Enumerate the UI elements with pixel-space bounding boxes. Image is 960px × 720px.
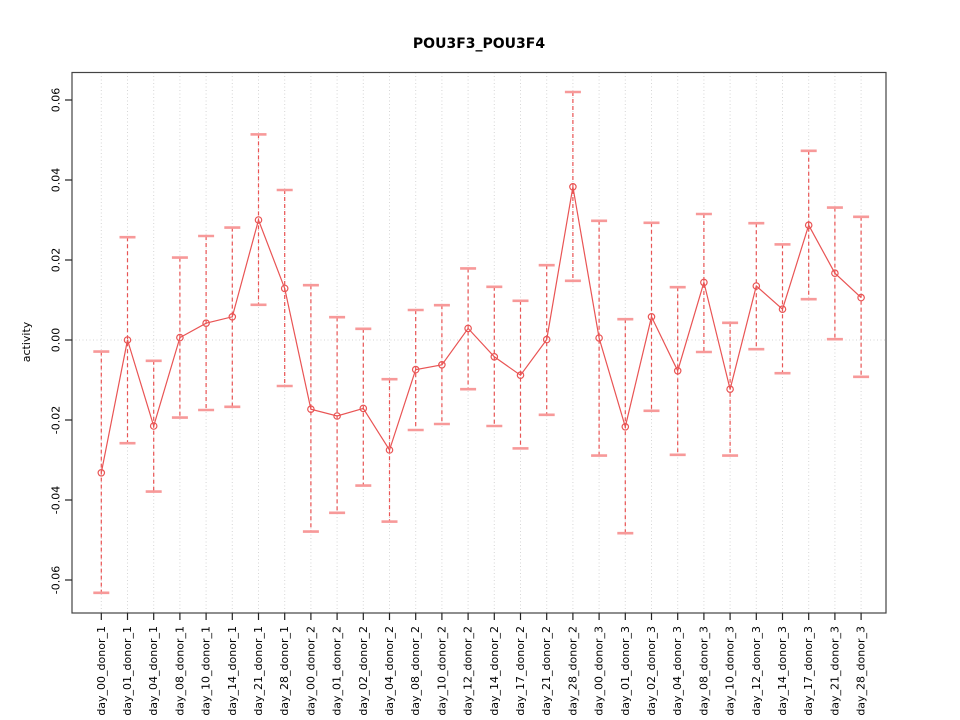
data-point <box>176 333 184 342</box>
data-point <box>726 385 734 394</box>
data-point <box>621 422 630 431</box>
data-point <box>307 405 315 414</box>
x-tick-label: day_04_donor_1 <box>147 626 160 716</box>
x-tick-label: day_04_donor_2 <box>383 626 396 716</box>
x-tick-label: day_08_donor_3 <box>697 626 710 716</box>
x-tick-label: day_17_donor_3 <box>802 626 815 716</box>
plot-box <box>71 71 887 614</box>
data-point <box>123 336 132 344</box>
x-tick-label: day_14_donor_3 <box>776 626 789 716</box>
data-point <box>778 305 787 314</box>
data-point <box>359 404 368 413</box>
data-point <box>490 352 499 361</box>
x-tick-label: day_10_donor_2 <box>435 626 448 716</box>
x-tick-label: day_01_donor_1 <box>121 626 134 716</box>
data-point <box>411 365 420 374</box>
data-point <box>857 293 865 302</box>
y-tick-label: 0.04 <box>50 168 63 193</box>
x-tick-label: day_28_donor_3 <box>855 626 868 716</box>
x-tick-label: day_21_donor_1 <box>252 626 265 716</box>
data-point <box>831 269 839 278</box>
x-tick-label: day_08_donor_2 <box>409 626 422 716</box>
series-line <box>100 186 862 473</box>
data-point <box>333 412 341 420</box>
x-tick-label: day_12_donor_2 <box>462 626 475 716</box>
data-point <box>149 422 158 430</box>
data-point <box>228 312 237 321</box>
x-tick-label: day_28_donor_1 <box>278 626 291 716</box>
y-tick-label: -0.06 <box>50 566 63 594</box>
x-tick-label: day_00_donor_1 <box>95 626 108 716</box>
data-point <box>752 282 761 290</box>
x-tick-label: day_02_donor_3 <box>645 626 658 716</box>
data-point <box>673 366 682 375</box>
x-tick-label: day_12_donor_3 <box>750 626 763 716</box>
data-point <box>438 360 446 369</box>
y-tick-label: 0.06 <box>50 88 63 113</box>
data-point <box>700 278 708 287</box>
y-tick-label: 0.02 <box>50 248 63 273</box>
x-tick-label: day_17_donor_2 <box>514 626 527 716</box>
x-tick-label: day_14_donor_2 <box>488 626 501 716</box>
data-point <box>569 183 577 191</box>
chart-title: POU3F3_POU3F4 <box>412 36 546 52</box>
x-tick-label: day_00_donor_2 <box>304 626 317 716</box>
data-point <box>97 468 106 477</box>
y-tick-label: -0.04 <box>50 486 63 514</box>
data-point <box>464 324 472 333</box>
x-tick-label: day_04_donor_3 <box>671 626 684 716</box>
x-tick-label: day_02_donor_2 <box>357 626 370 716</box>
x-tick-label: day_21_donor_2 <box>540 626 553 716</box>
data-point <box>804 221 813 230</box>
data-point <box>280 284 289 293</box>
data-point <box>385 446 394 454</box>
data-point <box>254 216 263 224</box>
data-point <box>542 335 551 344</box>
data-point <box>647 312 656 321</box>
x-tick-label: day_10_donor_1 <box>200 626 213 716</box>
x-tick-label: day_08_donor_1 <box>173 626 186 716</box>
data-point <box>516 371 525 380</box>
x-tick-label: day_00_donor_3 <box>593 626 606 716</box>
x-tick-label: day_01_donor_2 <box>331 626 344 716</box>
x-tick-label: day_01_donor_3 <box>619 626 632 716</box>
y-tick-label: 0.00 <box>50 328 63 353</box>
data-point <box>595 334 603 342</box>
x-tick-label: day_28_donor_2 <box>566 626 579 716</box>
x-tick-label: day_14_donor_1 <box>226 626 239 716</box>
x-tick-label: day_21_donor_3 <box>828 626 841 716</box>
data-point <box>202 319 210 328</box>
y-tick-label: -0.02 <box>50 406 63 434</box>
x-tick-label: day_10_donor_3 <box>724 626 737 716</box>
